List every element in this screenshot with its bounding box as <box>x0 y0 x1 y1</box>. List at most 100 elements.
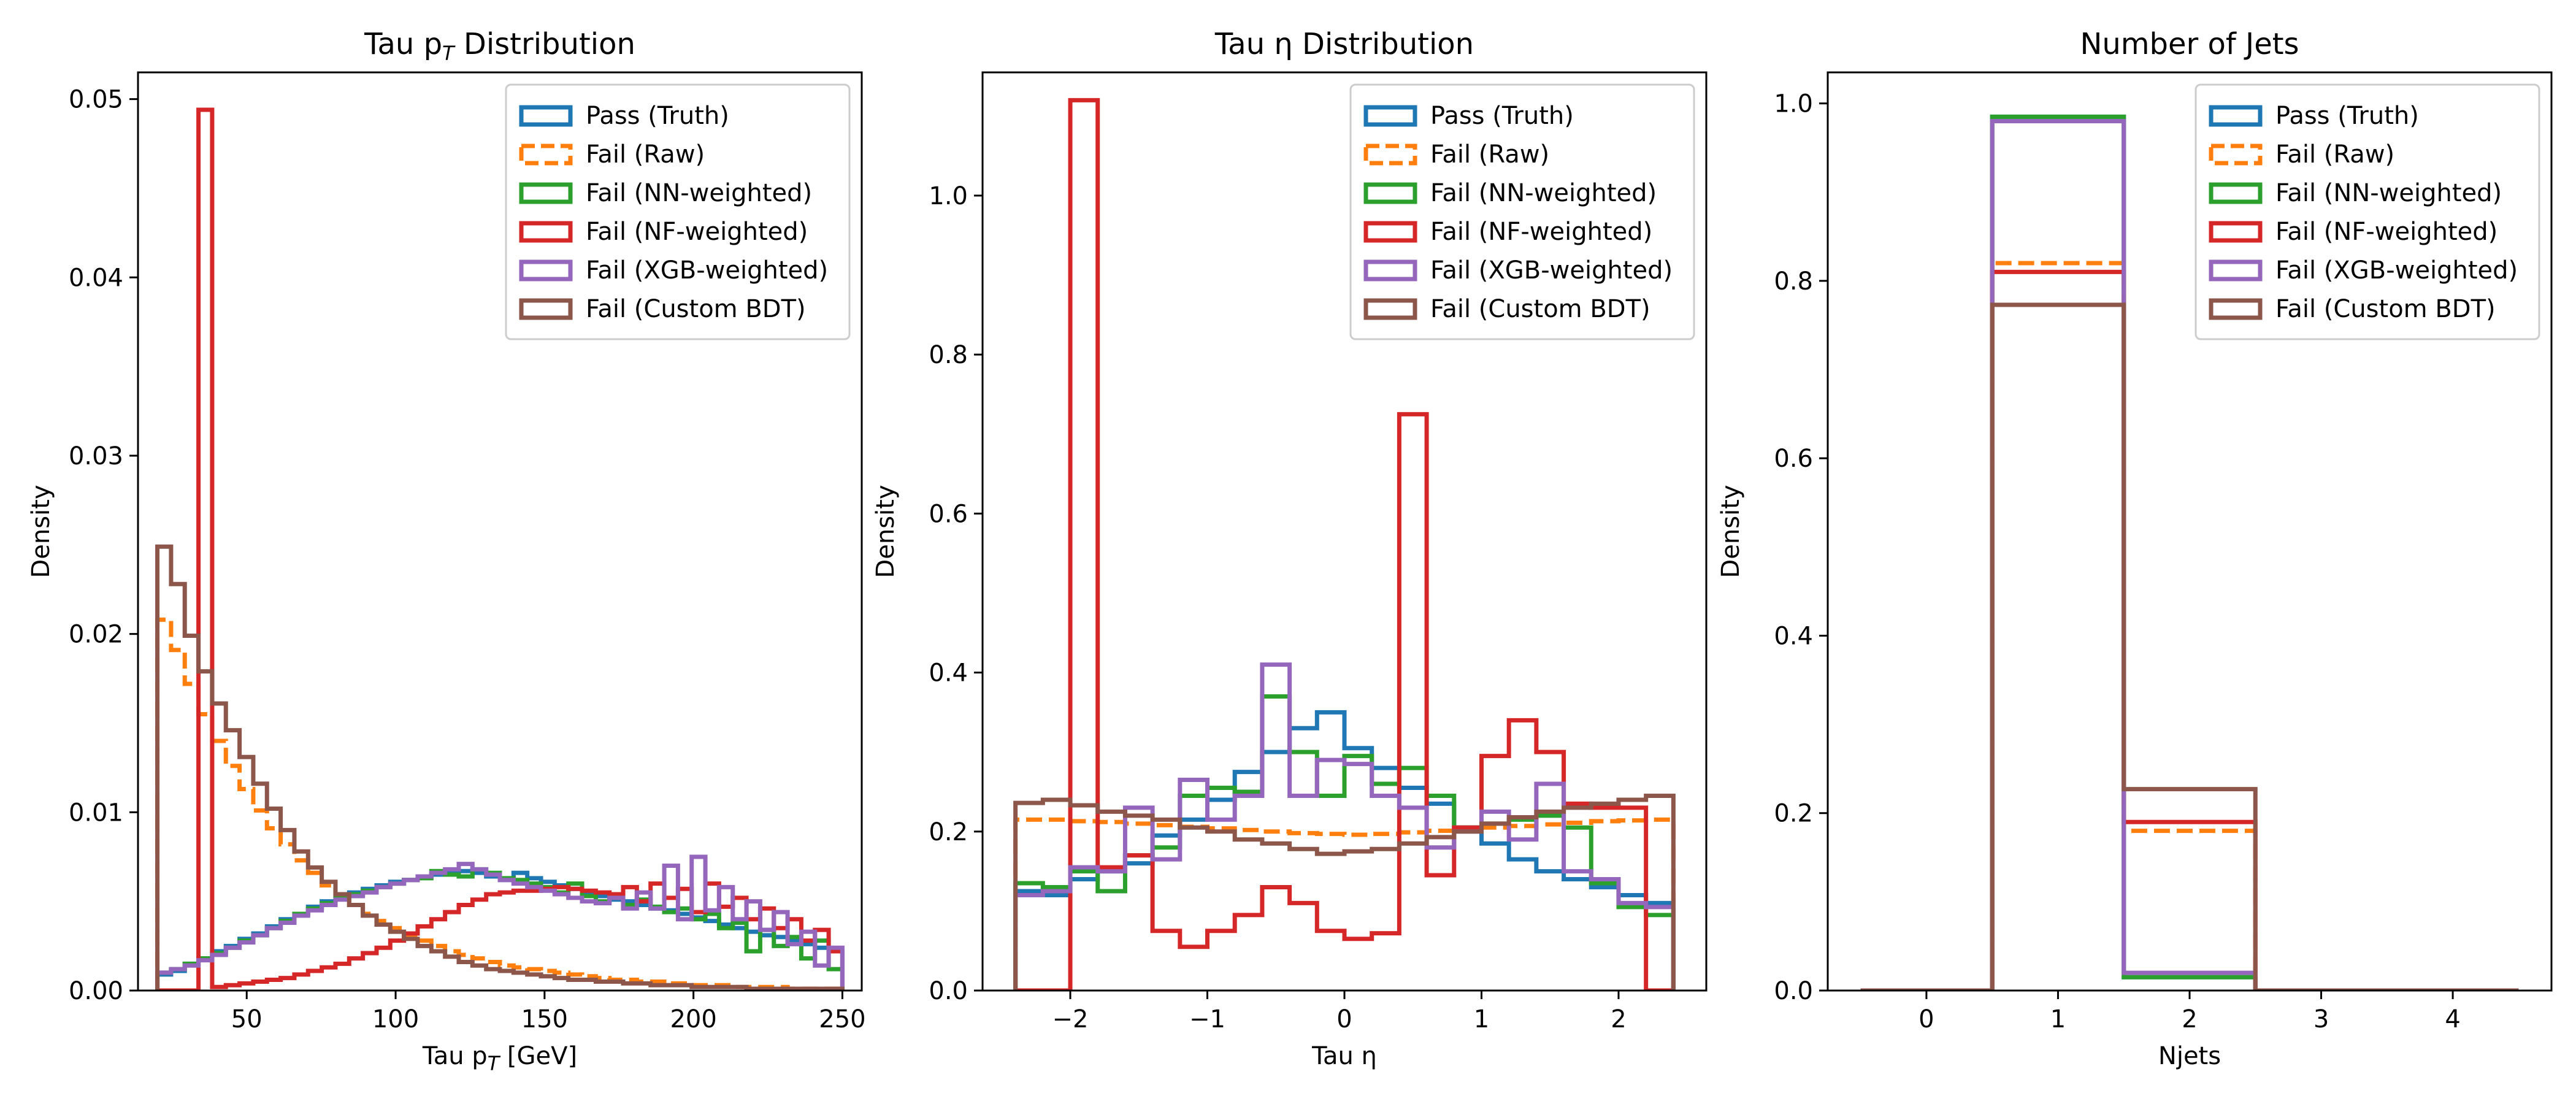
legend-entry: Fail (NF-weighted) <box>1430 218 1652 246</box>
y-tick-label: 0.8 <box>1774 267 1813 296</box>
legend-swatch <box>1363 259 1417 282</box>
legend-swatch <box>519 298 573 320</box>
legend-entry: Fail (NF-weighted) <box>2275 218 2497 246</box>
legend-entry: Fail (Raw) <box>2275 140 2394 169</box>
y-tick-label: 1.0 <box>929 182 968 210</box>
y-tick-label: 0.8 <box>929 341 968 369</box>
y-tick-label: 0.01 <box>69 799 123 827</box>
x-tick-label: 200 <box>670 1005 716 1033</box>
x-axis-label: Tau η <box>1311 1042 1377 1070</box>
y-tick-label: 0.00 <box>69 977 123 1005</box>
legend: Pass (Truth) Fail (Raw) Fail (NN-weighted)… <box>505 83 851 340</box>
legend-swatch <box>519 221 573 243</box>
legend-entry: Pass (Truth) <box>586 102 729 130</box>
series-group <box>155 107 845 991</box>
x-tick-label: 250 <box>819 1005 865 1033</box>
legend-entry: Fail (Custom BDT) <box>586 295 806 323</box>
x-axis-label-main: Tau η <box>1311 1042 1377 1070</box>
legend-swatch <box>1363 105 1417 127</box>
x-tick-label: 4 <box>2445 1005 2460 1033</box>
series-line-fail-custom-bdt <box>1013 793 1676 991</box>
y-tick-label: 0.0 <box>929 977 968 1005</box>
legend-swatch <box>2209 298 2263 320</box>
x-tick-label: 3 <box>2313 1005 2329 1033</box>
legend-swatch <box>519 182 573 204</box>
legend-swatch <box>1363 144 1417 166</box>
legend-entry: Fail (Raw) <box>1430 140 1549 169</box>
x-axis-label-main: Tau p <box>422 1042 488 1070</box>
legend-swatch <box>2209 259 2263 282</box>
axes-frame <box>137 71 863 992</box>
legend-swatch <box>1363 298 1417 320</box>
y-tick-label: 0.2 <box>929 818 968 846</box>
chart-title-main: Tau η Distribution <box>1214 27 1474 61</box>
legend-entry: Fail (NN-weighted) <box>586 179 812 207</box>
y-tick-label: 0.2 <box>1774 800 1813 828</box>
x-axis-label-rest: [GeV] <box>499 1042 577 1070</box>
legend-swatch <box>2209 182 2263 204</box>
chart-title: Tau η Distribution <box>1214 27 1474 61</box>
panel-2: −2 −1 0 1 2 0.0 0.2 0.4 0.6 0.8 1.0 Tau η Distribut… <box>872 27 1708 1070</box>
series-line-fail-custom-bdt <box>155 544 845 991</box>
legend-box <box>1349 83 1695 340</box>
chart-title-sub: T <box>442 42 456 65</box>
x-axis-label-main: Njets <box>2158 1042 2221 1070</box>
legend-swatch <box>2209 221 2263 243</box>
y-axis-label: Density <box>1717 485 1745 578</box>
legend-entry: Fail (NF-weighted) <box>586 218 808 246</box>
chart-title-main: Tau p <box>364 27 442 61</box>
legend-entry: Pass (Truth) <box>1430 102 1574 130</box>
series-line-fail-raw <box>1013 817 1676 991</box>
series-line-fail-xgb-weighted <box>155 854 845 991</box>
legend-swatch <box>2209 105 2263 127</box>
legend-swatch <box>1363 182 1417 204</box>
x-tick-label: 50 <box>231 1005 263 1033</box>
legend-box <box>2195 83 2540 340</box>
x-tick-label: 150 <box>521 1005 568 1033</box>
x-tick-label: 0 <box>1919 1005 1934 1033</box>
y-tick-label: 0.4 <box>1774 622 1813 650</box>
x-tick-label: −2 <box>1052 1005 1089 1033</box>
series-line-fail-custom-bdt <box>1860 302 2519 991</box>
chart-title-main: Number of Jets <box>2080 27 2299 61</box>
series-line-fail-xgb-weighted <box>1013 662 1676 991</box>
panel-1: 50 100 150 200 250 0.00 0.01 0.02 0.03 0.04 0.05 Ta… <box>27 27 866 1075</box>
legend-entry: Fail (XGB-weighted) <box>586 256 828 285</box>
x-tick-label: 1 <box>2050 1005 2066 1033</box>
y-tick-label: 0.6 <box>1774 445 1813 473</box>
series-line-fail-nf-weighted <box>1860 269 2519 991</box>
series-line-fail-nf-weighted <box>1015 98 1674 991</box>
chart-title: Tau pT Distribution <box>364 27 635 65</box>
chart-title: Number of Jets <box>2080 27 2299 61</box>
legend-entry: Fail (Custom BDT) <box>2275 295 2496 323</box>
legend-entry: Fail (NN-weighted) <box>1430 179 1657 207</box>
x-axis-label: Njets <box>2158 1042 2221 1070</box>
x-tick-label: 0 <box>1336 1005 1352 1033</box>
y-tick-label: 0.03 <box>69 442 123 470</box>
legend-box <box>505 83 851 340</box>
x-tick-label: 100 <box>372 1005 419 1033</box>
legend: Pass (Truth) Fail (Raw) Fail (NN-weighted)… <box>2195 83 2540 340</box>
x-tick-label: 1 <box>1474 1005 1489 1033</box>
panel-3: 0 1 2 3 4 0.0 0.2 0.4 0.6 0.8 1.0 Number of Jets Nje… <box>1717 27 2553 1070</box>
y-tick-label: 1.0 <box>1774 90 1813 118</box>
y-axis-label: Density <box>27 485 55 578</box>
legend-swatch <box>519 105 573 127</box>
legend: Pass (Truth) Fail (Raw) Fail (NN-weighted)… <box>1349 83 1695 340</box>
series-line-fail-raw <box>1860 261 2519 991</box>
y-axis-label: Density <box>872 485 900 578</box>
y-tick-label: 0.04 <box>69 264 123 292</box>
legend-entry: Fail (Raw) <box>586 140 705 169</box>
legend-swatch <box>519 259 573 282</box>
y-tick-label: 0.02 <box>69 621 123 649</box>
legend-swatch <box>519 144 573 166</box>
x-tick-label: −1 <box>1189 1005 1225 1033</box>
legend-swatch <box>1363 221 1417 243</box>
y-tick-label: 0.6 <box>929 500 968 528</box>
x-axis-label: Tau pT [GeV] <box>422 1042 577 1075</box>
y-tick-label: 0.05 <box>69 86 123 114</box>
legend-entry: Fail (XGB-weighted) <box>1430 256 1673 285</box>
series-group <box>1860 114 2519 991</box>
series-group <box>1013 98 1676 991</box>
